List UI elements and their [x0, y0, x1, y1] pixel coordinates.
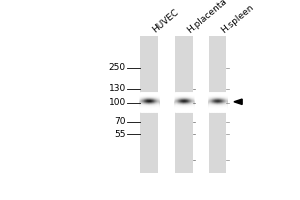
Text: HUVEC: HUVEC [150, 8, 180, 35]
Text: 250: 250 [109, 63, 126, 72]
Text: H.placenta: H.placenta [185, 0, 228, 35]
Text: 100: 100 [109, 98, 126, 107]
Polygon shape [234, 99, 242, 104]
Bar [140, 36, 158, 173]
Text: 70: 70 [114, 117, 126, 126]
Text: H.spleen: H.spleen [219, 2, 255, 35]
Text: 55: 55 [114, 130, 126, 139]
Bar [175, 36, 193, 173]
Bar [209, 36, 226, 173]
Text: 130: 130 [109, 84, 126, 93]
